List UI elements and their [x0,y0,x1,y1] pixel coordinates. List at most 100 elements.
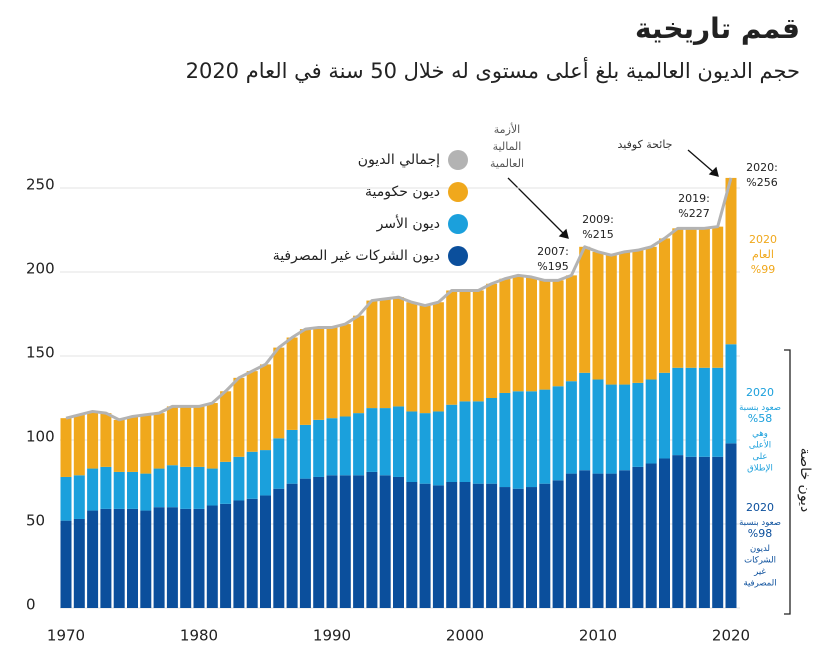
legend-marker [448,150,468,170]
bar-segment [260,495,271,608]
bar-segment [659,238,670,373]
bar-segment [193,406,205,467]
x-tick-label: 2020 [712,627,750,645]
bar-segment [712,226,724,368]
bar-segment [220,461,232,504]
bar-segment [206,505,218,608]
bar-segment [339,475,351,608]
bar-segment [592,379,604,474]
bar-segment [459,290,471,402]
bar-segment [685,456,697,608]
bar-segment [73,518,85,608]
bar-segment [166,507,178,608]
bar-segment [193,508,205,608]
bar-segment [619,251,631,385]
legend-label: ديون حكومية [365,184,440,200]
annotation: جائحة كوفيد [618,138,673,151]
bar-segment [286,337,298,430]
bar-segment [552,386,564,481]
bar-segment [206,403,218,469]
bar-segment [313,327,325,420]
bar-segment [486,483,498,608]
bar-segment [127,416,138,472]
annotation: 2019: [678,192,710,205]
bar-segment [353,413,365,476]
bar-segment [432,411,444,486]
bar-segment [712,456,724,608]
bar-segment [725,344,737,444]
bar-segment [246,498,258,608]
bar-segment [100,508,112,608]
bar-segment [153,507,165,608]
bar-segment [260,450,271,496]
bar-segment [180,508,192,608]
y-tick-label: 250 [26,176,55,194]
bar-segment [313,419,325,477]
bar-segment [605,384,617,474]
arrows [507,149,791,615]
bar-segment [299,478,311,608]
bar-segment [419,305,431,414]
bar-segment [379,408,391,476]
bar-segment [512,488,524,608]
bar-segment [459,401,471,482]
bar-segment [193,466,205,509]
bar-segment [632,382,644,467]
bar-segment [605,473,617,608]
x-tick-label: 2010 [579,627,617,645]
bar-segment [366,471,378,608]
bar-segment [326,327,338,419]
bar-segment [60,418,72,477]
bar-segment [153,468,165,508]
bar-segment [512,275,524,392]
bar-segment [273,347,285,439]
annotation: %227 [678,207,709,220]
bar-segment [725,443,737,608]
bar-segment [685,228,697,368]
bar-segment [273,488,285,608]
bar-segment [180,406,192,467]
bar-segment [153,413,165,469]
bar-segment [113,471,125,509]
annotation: العالمية [490,157,524,170]
bar-segment [233,500,245,608]
bar-segment [60,520,72,608]
bar-segment [180,466,192,509]
annotation: صعود بنسبة [739,403,781,413]
arrow-head [708,166,719,177]
bar-segment [299,424,311,479]
annotation: وهي [752,429,768,439]
legend-label: إجمالي الديون [358,152,440,168]
bar-segment [233,377,245,457]
bar-segment [113,419,125,472]
bar-segment [87,468,99,511]
bar-segment [127,508,138,608]
bar-segment [206,468,218,506]
annotation: 2020 [749,233,777,246]
annotation: %58 [748,412,772,425]
annotation: %256 [746,176,777,189]
annotation: 2020 [746,386,774,399]
bar-segment [526,277,537,392]
bar-segment [379,475,391,608]
annotation: غير [753,567,766,577]
bar-segment [698,367,710,457]
x-tick-label: 2000 [446,627,484,645]
bar-segment [512,391,524,489]
annotation: لديون [750,544,770,554]
bar-segment [499,278,511,393]
bar-segment [406,302,418,412]
annotation: ديون خاصة [797,448,813,512]
bar-segment [632,466,644,608]
bar-segment [539,280,551,390]
annotation: 2009: [582,213,614,226]
bar-segment [592,251,604,380]
bar-segment [672,367,684,456]
bar-segment [459,482,471,608]
annotation: على [753,452,768,462]
bar-segment [579,372,591,471]
bar-segment [698,228,710,368]
bar-segment [100,466,112,509]
bar-segment [619,384,631,471]
